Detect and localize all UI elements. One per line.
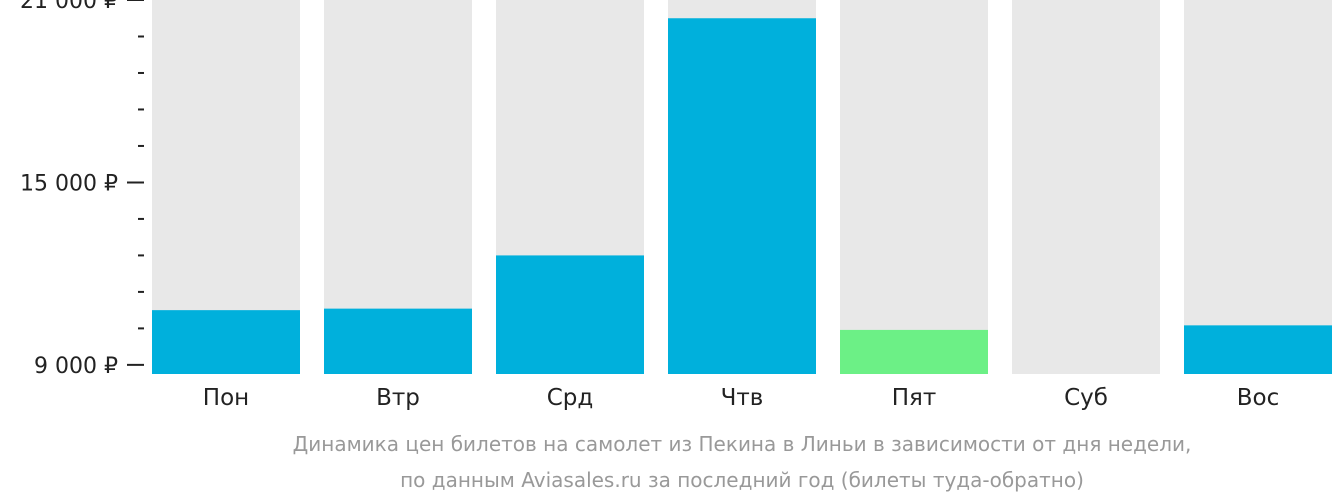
x-tick-label: Вос [1237,385,1280,411]
bar-4[interactable] [668,18,816,375]
caption-line-2: по данным Aviasales.ru за последний год … [400,468,1084,492]
y-tick-label: 15 000 ₽ [20,171,118,196]
bar-track [1184,0,1332,374]
y-tick-label: 9 000 ₽ [34,354,118,379]
bars-group [152,0,1332,375]
chart-caption: Динамика цен билетов на самолет из Пекин… [293,432,1192,492]
bar-2[interactable] [324,308,472,374]
x-tick-label: Пят [892,385,937,411]
bar-track [840,0,988,374]
x-tick-label: Суб [1064,385,1108,411]
bar-track [1012,0,1160,374]
bar-1[interactable] [152,310,300,374]
x-tick-label: Чтв [721,385,764,411]
x-tick-label: Срд [547,385,594,411]
x-tick-label: Втр [376,385,420,411]
x-axis-labels: Пон Втр Срд Чтв Пят Суб Вос [203,385,1279,411]
y-tick-label: 21 000 ₽ [20,0,118,14]
y-axis: 9 000 ₽ 15 000 ₽ 21 000 ₽ [20,0,144,379]
bar-5[interactable] [840,329,988,374]
x-tick-label: Пон [203,385,249,411]
caption-line-1: Динамика цен билетов на самолет из Пекин… [293,432,1192,456]
bar-3[interactable] [496,255,644,374]
bar-7[interactable] [1184,325,1332,374]
